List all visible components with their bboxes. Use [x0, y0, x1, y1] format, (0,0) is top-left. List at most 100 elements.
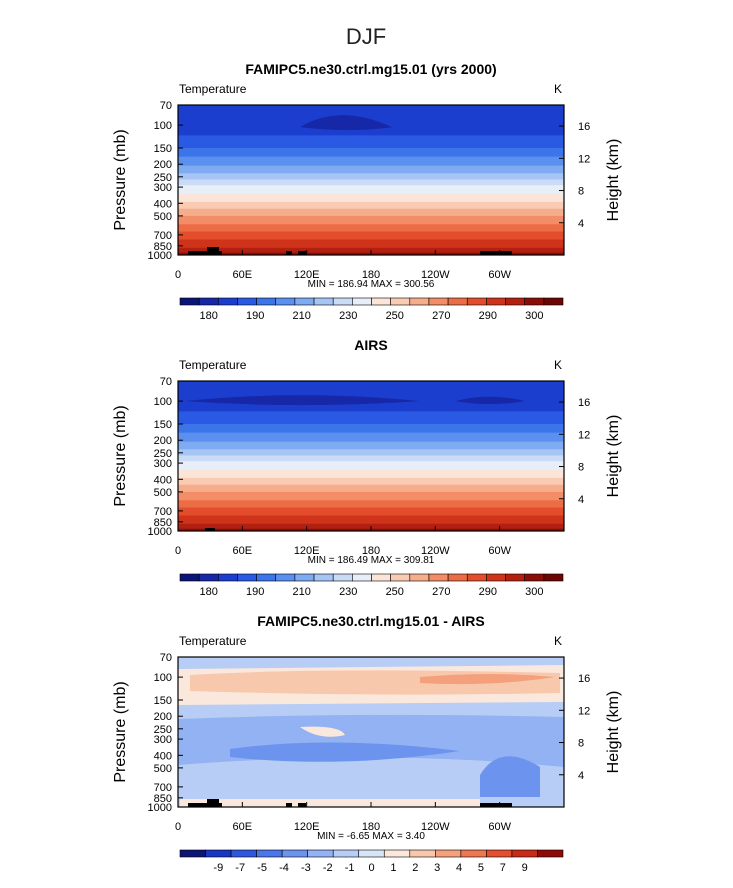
ytick-label: 500 [154, 763, 172, 775]
colorbar-swatch [447, 573, 468, 582]
ytick-label: 150 [154, 419, 172, 431]
ytick-label: 300 [154, 182, 172, 194]
panel-3: FAMIPC5.ne30.ctrl.mg15.01 - AIRS Temperat… [112, 613, 622, 874]
left-label: Temperature [179, 82, 247, 96]
colorbar-swatch [307, 849, 334, 858]
ytick-label: 100 [154, 396, 172, 408]
colorbar-swatch [179, 573, 200, 582]
ylabel: Pressure (mb) [112, 405, 129, 506]
cold-core [455, 396, 525, 405]
colorbar-swatch [409, 297, 430, 306]
colorbar-swatch [409, 849, 436, 858]
ytick-label: 200 [154, 435, 172, 447]
ytick-right-label: 8 [578, 738, 584, 750]
ytick-right-label: 12 [578, 429, 590, 441]
colorbar-swatch [409, 573, 430, 582]
ytick-label: 250 [154, 724, 172, 736]
xtick-label: 180 [362, 821, 380, 833]
colorbar-swatch [486, 849, 513, 858]
ytick-label: 200 [154, 711, 172, 723]
xtick-label: 120W [421, 269, 450, 281]
colorbar-label: 290 [479, 310, 497, 322]
stats-label: MIN = -6.65 MAX = 3.40 [317, 831, 425, 842]
ytick-label: 250 [154, 448, 172, 460]
ytick-label: 500 [154, 211, 172, 223]
colorbar-swatch [179, 849, 206, 858]
colorbar-swatch [198, 297, 219, 306]
ytick-label: 700 [154, 506, 172, 518]
ylabel-right: Height (km) [605, 691, 622, 774]
terrain [286, 803, 292, 807]
ytick-label: 70 [160, 100, 172, 112]
ylabel-right: Height (km) [605, 415, 622, 498]
colorbar-swatch [358, 849, 385, 858]
colorbar-label: 210 [293, 310, 311, 322]
colorbar-swatch [256, 573, 277, 582]
ytick-label: 400 [154, 750, 172, 762]
temp-band [178, 231, 564, 241]
temperature-field [178, 105, 564, 255]
ytick-label: 200 [154, 159, 172, 171]
xtick-label: 60E [233, 545, 253, 557]
ytick-label: 300 [154, 458, 172, 470]
temp-band [178, 449, 564, 457]
xtick-label: 120W [421, 821, 450, 833]
temp-band [178, 135, 564, 149]
colorbar-label: 250 [386, 310, 404, 322]
temp-band [178, 165, 564, 174]
colorbar-swatch [390, 573, 411, 582]
terrain [480, 803, 512, 807]
temp-band [178, 455, 564, 462]
xtick-label: 0 [175, 545, 181, 557]
cold-core [300, 115, 392, 131]
xtick-label: 120E [294, 269, 320, 281]
colorbar-swatch [511, 849, 538, 858]
colorbar-swatch [205, 849, 232, 858]
colorbar-label: -3 [301, 862, 311, 874]
colorbar-swatch [230, 849, 257, 858]
ylabel: Pressure (mb) [112, 129, 129, 230]
temp-band [178, 179, 564, 186]
colorbar-swatch [198, 573, 219, 582]
colorbar-swatch [524, 297, 545, 306]
ytick-right-label: 12 [578, 705, 590, 717]
xtick-label: 60W [488, 269, 511, 281]
right-label: K [554, 82, 562, 96]
colorbar-label: 190 [246, 310, 264, 322]
xtick-label: 120W [421, 545, 450, 557]
temp-band [178, 461, 564, 471]
colorbar-swatch [352, 297, 372, 306]
colorbar-swatch [543, 297, 564, 306]
xtick-label: 180 [362, 269, 380, 281]
temp-band [178, 185, 564, 195]
colorbar-swatch [281, 849, 308, 858]
warm-patch [300, 726, 345, 737]
ytick-label: 150 [154, 143, 172, 155]
ytick-right-label: 4 [578, 218, 584, 230]
temp-band [178, 381, 564, 413]
colorbar-swatch [505, 297, 525, 306]
temp-band [178, 194, 564, 203]
colorbar-label: 230 [339, 310, 357, 322]
cold-core [185, 395, 420, 406]
surface-band [180, 799, 480, 807]
terrain [298, 803, 306, 807]
ytick-label: 850 [154, 241, 172, 253]
stats-label: MIN = 186.49 MAX = 309.81 [308, 555, 435, 566]
xtick-label: 180 [362, 545, 380, 557]
temperature-field [178, 381, 564, 531]
stats-label: MIN = 186.94 MAX = 300.56 [308, 279, 435, 290]
ytick-right-label: 16 [578, 121, 590, 133]
colorbar-swatch [332, 297, 353, 306]
colorbar-swatch [524, 573, 545, 582]
colorbar-swatch [275, 573, 296, 582]
colorbar-label: 180 [200, 586, 218, 598]
colorbar-label: -9 [213, 862, 223, 874]
colorbar-label: 7 [500, 862, 506, 874]
temp-band [178, 491, 564, 501]
colorbar-swatch [428, 297, 449, 306]
colorbar-swatch [435, 849, 462, 858]
xtick-label: 0 [175, 269, 181, 281]
colorbar-swatch [218, 573, 238, 582]
